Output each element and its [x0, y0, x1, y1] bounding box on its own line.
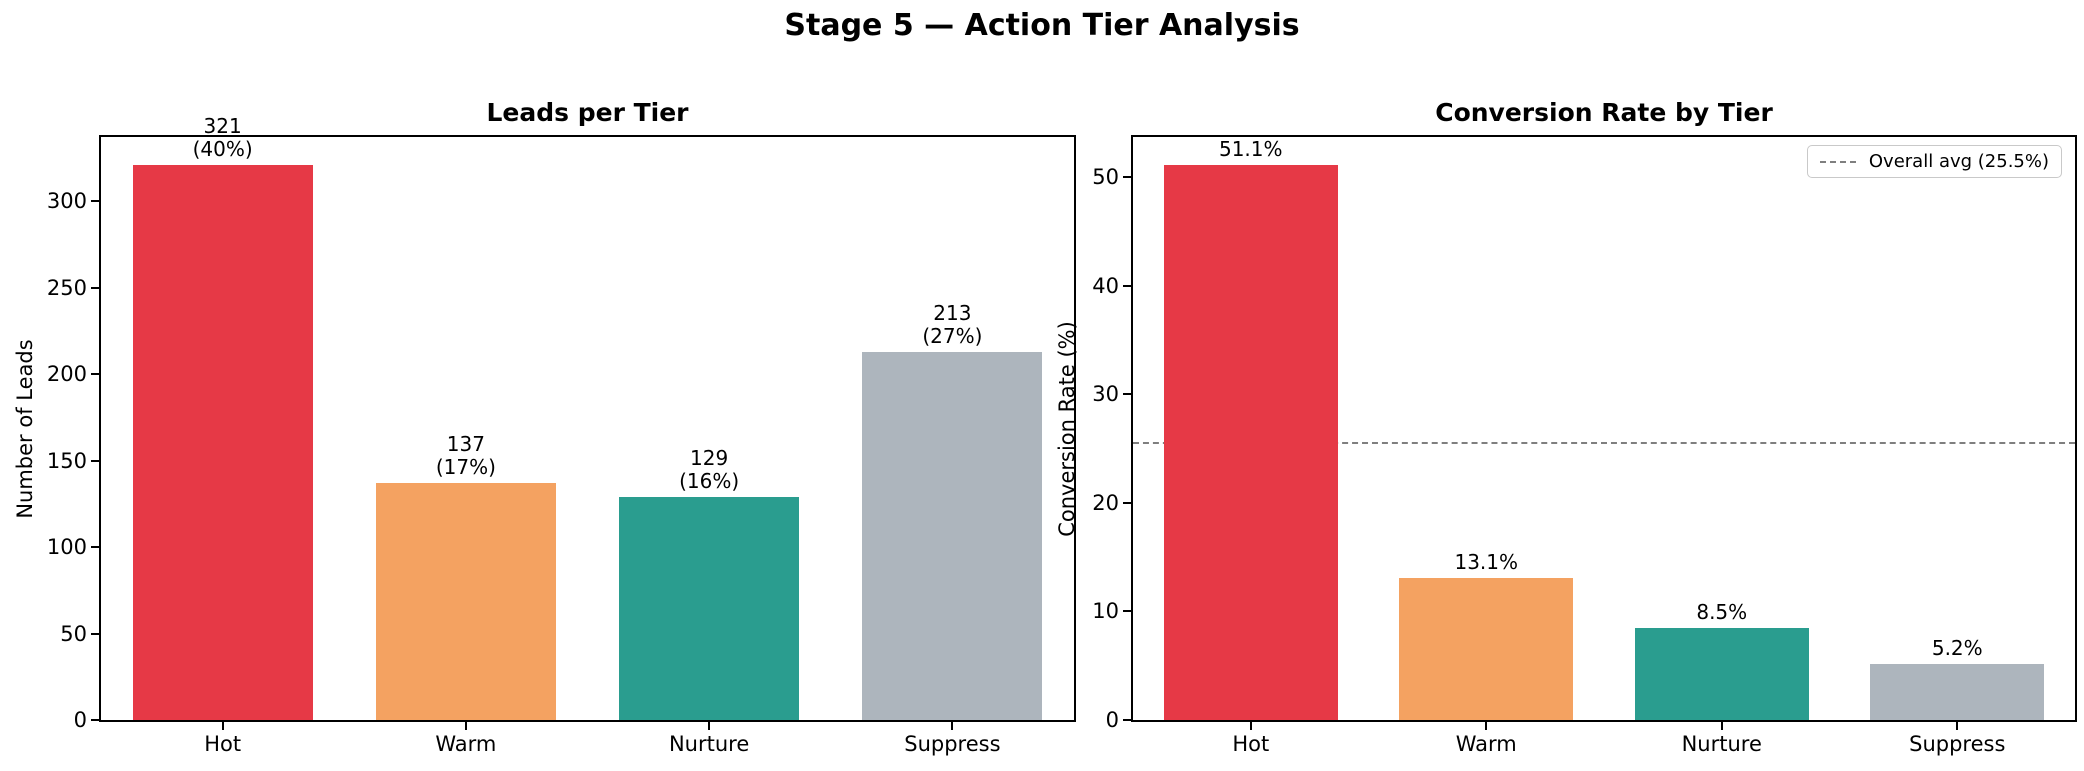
axes-leads-per-tier: Leads per Tier Number of Leads 321 (40%)…	[13, 98, 1076, 756]
y-tick-label: 100	[46, 535, 87, 559]
left-chart-title: Leads per Tier	[486, 98, 689, 127]
x-tick-label: Nurture	[1681, 732, 1762, 756]
x-tick-label: Suppress	[1909, 732, 2006, 756]
figure-title: Stage 5 — Action Tier Analysis	[784, 8, 1300, 43]
bar-suppress	[1870, 663, 2045, 720]
y-tick-label: 250	[46, 275, 87, 300]
y-tick-label: 50	[60, 621, 87, 646]
bar-value-label: 13.1%	[1454, 549, 1519, 574]
y-tick-label: 30	[1092, 382, 1119, 407]
y-tick-label: 200	[46, 362, 87, 386]
y-tick-mark	[1123, 501, 1131, 504]
y-tick-mark	[91, 632, 99, 635]
bar-value-label: 5.2%	[1931, 635, 1983, 660]
x-tick-mark	[951, 722, 954, 730]
x-tick-mark	[708, 722, 711, 730]
y-tick-mark	[1123, 393, 1131, 396]
legend-label: Overall avg (25.5%)	[1868, 151, 2049, 172]
bar-hot	[132, 164, 313, 720]
y-tick-label: 0	[1105, 708, 1119, 732]
left-y-axis-label: Number of Leads	[13, 338, 37, 519]
y-tick-mark	[91, 200, 99, 202]
bar-warm	[1399, 577, 1574, 720]
bar-hot	[1163, 165, 1338, 720]
left-plot-area: 321 (40%) Hot 137 (17%) Warm 129 (16%) Nurtur…	[47, 114, 1076, 756]
x-tick-label: Hot	[1232, 732, 1270, 756]
y-tick-label: 150	[46, 448, 87, 473]
x-tick-mark	[1956, 722, 1959, 730]
x-tick-mark	[1485, 722, 1488, 730]
legend: Overall avg (25.5%)	[1806, 145, 2062, 178]
y-tick-label: 300	[46, 189, 87, 213]
x-tick-label: Hot	[204, 732, 242, 756]
bar-value-label: 213 (27%)	[922, 300, 983, 348]
bar-value-label: 129 (16%)	[679, 445, 740, 493]
y-tick-label: 50	[1092, 165, 1119, 190]
bar-warm	[375, 483, 556, 720]
y-tick-label: 10	[1092, 599, 1119, 624]
y-tick-mark	[1123, 284, 1131, 287]
right-plot-area: Overall avg (25.5%) 51.1% Hot 13.1% Warm 8.5…	[1092, 135, 2077, 756]
x-tick-mark	[464, 722, 467, 730]
x-tick-label: Warm	[435, 732, 497, 756]
x-tick-label: Nurture	[668, 732, 750, 756]
y-tick-mark	[1123, 176, 1131, 179]
y-tick-mark	[1123, 719, 1131, 721]
x-tick-label: Suppress	[904, 732, 1001, 756]
y-tick-mark	[91, 459, 99, 462]
y-tick-mark	[91, 286, 99, 289]
y-tick-mark	[91, 373, 99, 375]
x-tick-mark	[221, 722, 224, 730]
y-tick-mark	[91, 546, 99, 548]
x-tick-label: Warm	[1455, 732, 1517, 756]
y-tick-label: 20	[1092, 490, 1119, 515]
bar-value-label: 137 (17%)	[435, 432, 496, 479]
y-tick-label: 40	[1092, 273, 1119, 298]
x-tick-mark	[1720, 722, 1723, 730]
bar-value-label: 51.1%	[1218, 137, 1283, 162]
dashed-line-icon	[1819, 160, 1856, 163]
bar-value-label: 321 (40%)	[192, 113, 253, 161]
bar-suppress	[862, 351, 1043, 720]
axes-conversion-rate: Conversion Rate by Tier Conversion Rate …	[1055, 98, 2077, 756]
bar-nurture	[1634, 627, 1809, 720]
bar-nurture	[619, 496, 800, 720]
right-y-axis-label: Conversion Rate (%)	[1055, 320, 1079, 537]
y-tick-mark	[1123, 610, 1131, 613]
x-tick-mark	[1249, 722, 1252, 730]
right-chart-title: Conversion Rate by Tier	[1435, 98, 1773, 127]
reference-line-overall-avg	[1133, 442, 2075, 445]
bar-value-label: 8.5%	[1696, 599, 1748, 624]
y-tick-label: 0	[73, 708, 87, 732]
y-tick-mark	[91, 719, 99, 721]
